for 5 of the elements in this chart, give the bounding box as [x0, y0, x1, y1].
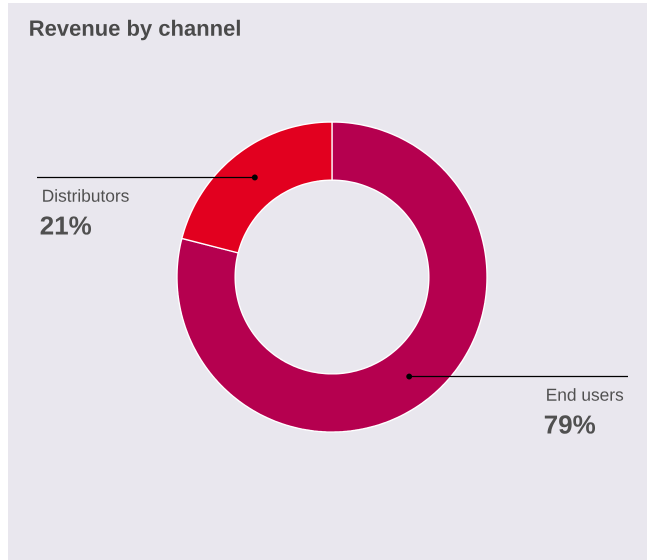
data-label: 21%: [40, 216, 92, 235]
slice-label: End users: [547, 388, 624, 401]
slice-label: Distributors: [43, 189, 129, 202]
data-label: 79%: [544, 415, 596, 434]
chart-title: Revenue by channel: [30, 20, 240, 40]
